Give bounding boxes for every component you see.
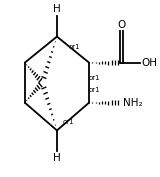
Text: or1: or1 bbox=[89, 75, 101, 81]
Text: O: O bbox=[117, 20, 125, 30]
Text: OH: OH bbox=[142, 58, 158, 68]
Text: or1: or1 bbox=[89, 87, 101, 93]
Text: NH₂: NH₂ bbox=[123, 98, 142, 108]
Text: or1: or1 bbox=[63, 119, 74, 125]
Text: H: H bbox=[53, 153, 61, 163]
Text: or1: or1 bbox=[69, 44, 80, 50]
Text: H: H bbox=[53, 4, 61, 14]
